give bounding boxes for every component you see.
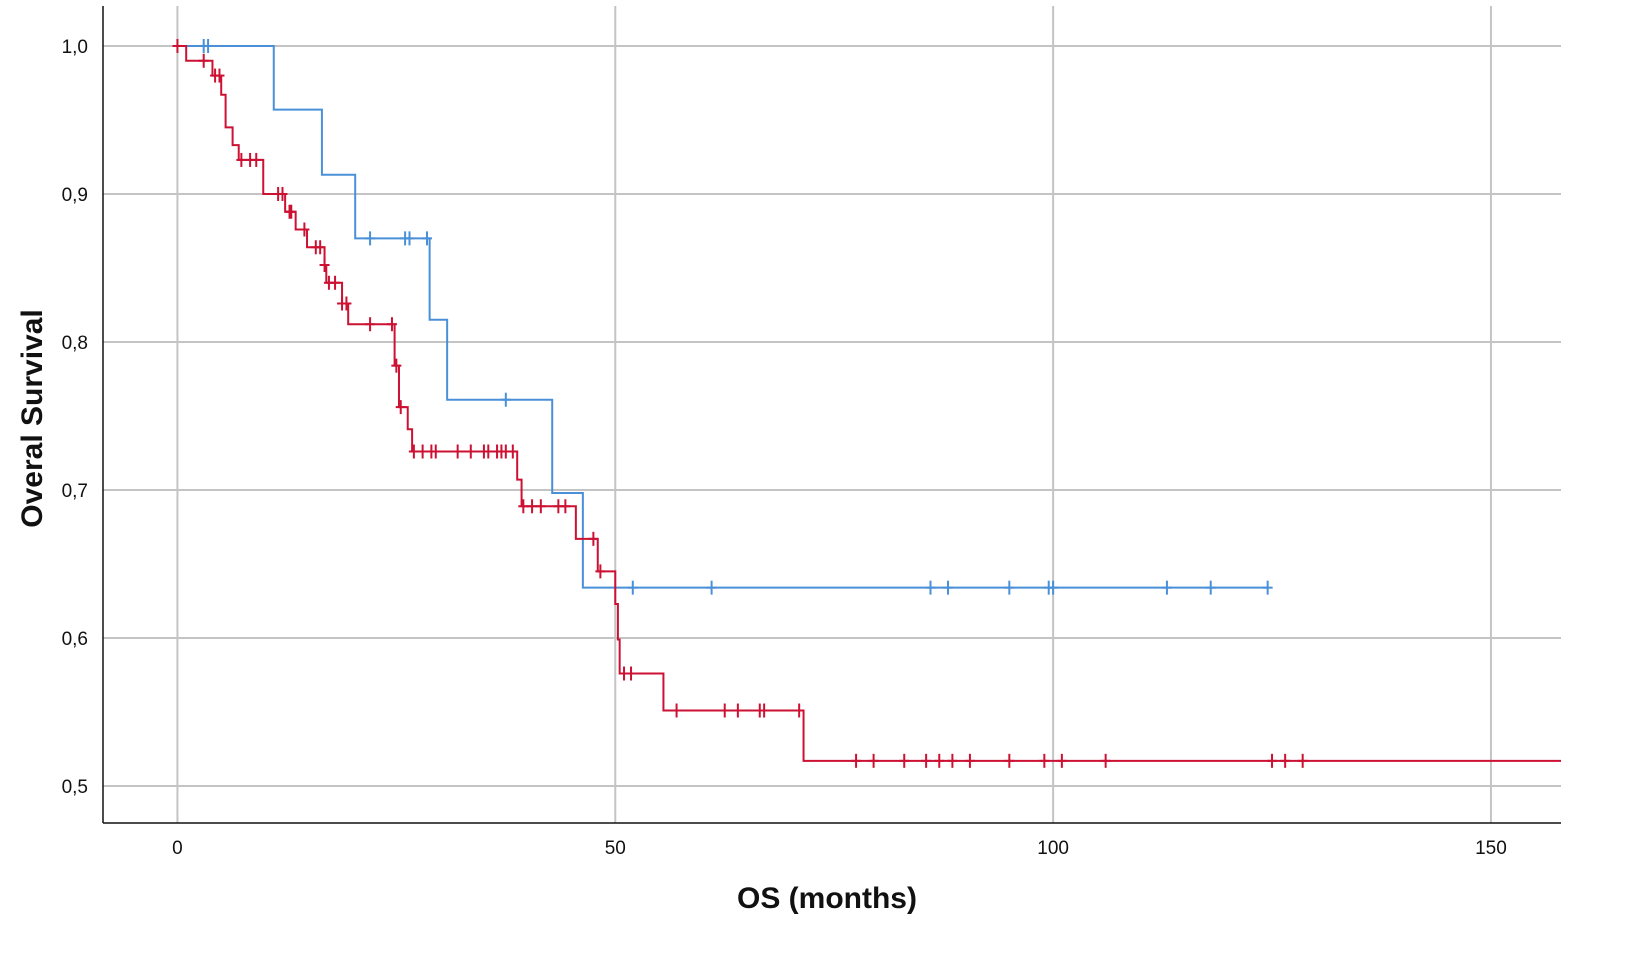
censor-mark <box>1280 753 1291 768</box>
censor-mark <box>518 499 529 514</box>
censor-mark <box>286 204 297 219</box>
censor-mark <box>483 444 494 459</box>
x-tick-label: 100 <box>1037 838 1069 859</box>
censor-mark <box>1161 580 1172 595</box>
censor-mark <box>794 703 805 718</box>
censor-mark <box>277 186 288 201</box>
censor-mark <box>560 499 571 514</box>
tick-labels: 0,5 0,6 0,7 0,8 0,9 1,0 0 50 100 150 <box>62 37 1507 859</box>
censor-mark <box>299 222 310 237</box>
censor-mark <box>595 564 606 579</box>
censor-mark <box>203 38 214 53</box>
censor-mark <box>422 231 432 246</box>
censor-mark <box>465 444 476 459</box>
y-tick-label: 0,8 <box>62 333 88 354</box>
censor-mark <box>500 392 511 407</box>
censor-mark <box>365 231 376 246</box>
censor-mark <box>947 753 958 768</box>
censor-mark <box>851 753 862 768</box>
censor-mark <box>395 400 406 415</box>
censor-mark <box>391 358 402 373</box>
x-tick-label: 150 <box>1475 838 1507 859</box>
censor-mark <box>925 580 936 595</box>
censor-mark <box>198 53 209 68</box>
censor-mark <box>1262 580 1273 595</box>
censor-mark <box>527 499 538 514</box>
y-axis-title: Overal Survival <box>16 309 49 527</box>
censor-mark <box>626 666 637 681</box>
censor-mark <box>1048 580 1059 595</box>
y-tick-label: 0,5 <box>62 777 88 798</box>
censor-mark <box>588 531 599 546</box>
series-layer <box>172 38 1561 768</box>
censor-mark <box>1297 753 1308 768</box>
censor-mark <box>417 444 428 459</box>
censor-mark <box>899 753 910 768</box>
censor-mark <box>671 703 682 718</box>
censor-mark <box>627 580 638 595</box>
censor-mark <box>732 703 743 718</box>
x-axis-title: OS (months) <box>737 882 917 915</box>
x-tick-label: 50 <box>605 838 626 859</box>
y-tick-label: 1,0 <box>62 37 88 58</box>
censor-mark <box>1039 753 1050 768</box>
censor-mark <box>759 703 770 718</box>
censor-mark <box>706 580 717 595</box>
censor-mark <box>315 240 326 255</box>
censor-mark <box>1205 580 1216 595</box>
censor-mark <box>404 231 415 246</box>
censor-mark <box>452 444 463 459</box>
series-1 <box>177 38 1273 595</box>
y-tick-label: 0,9 <box>62 185 88 206</box>
censor-mark <box>964 753 975 768</box>
censor-mark <box>236 152 247 167</box>
grid-lines <box>103 6 1561 823</box>
censor-mark <box>319 258 330 273</box>
censor-mark <box>365 317 376 332</box>
censor-mark <box>507 444 518 459</box>
x-tick-label: 0 <box>172 838 183 859</box>
censor-mark <box>251 152 262 167</box>
censor-mark <box>1267 753 1278 768</box>
y-tick-label: 0,6 <box>62 629 88 650</box>
censor-mark <box>1100 753 1111 768</box>
censor-mark <box>1056 753 1067 768</box>
censor-mark <box>430 444 441 459</box>
censor-mark <box>868 753 879 768</box>
censor-mark <box>943 580 954 595</box>
censor-mark <box>1004 753 1015 768</box>
censor-mark <box>330 275 341 290</box>
y-tick-label: 0,7 <box>62 481 88 502</box>
censor-mark <box>719 703 730 718</box>
censor-mark <box>921 753 932 768</box>
censor-mark <box>1004 580 1015 595</box>
censor-mark <box>408 444 419 459</box>
series-2 <box>172 38 1561 768</box>
axes <box>102 6 1561 824</box>
censor-mark <box>535 499 546 514</box>
censor-mark <box>172 38 183 53</box>
censor-mark <box>341 296 352 311</box>
survival-curve-1 <box>177 44 1268 589</box>
censor-mark <box>934 753 945 768</box>
survival-curve-2 <box>177 44 1561 762</box>
censor-mark <box>386 317 397 332</box>
censor-mark <box>214 68 225 83</box>
